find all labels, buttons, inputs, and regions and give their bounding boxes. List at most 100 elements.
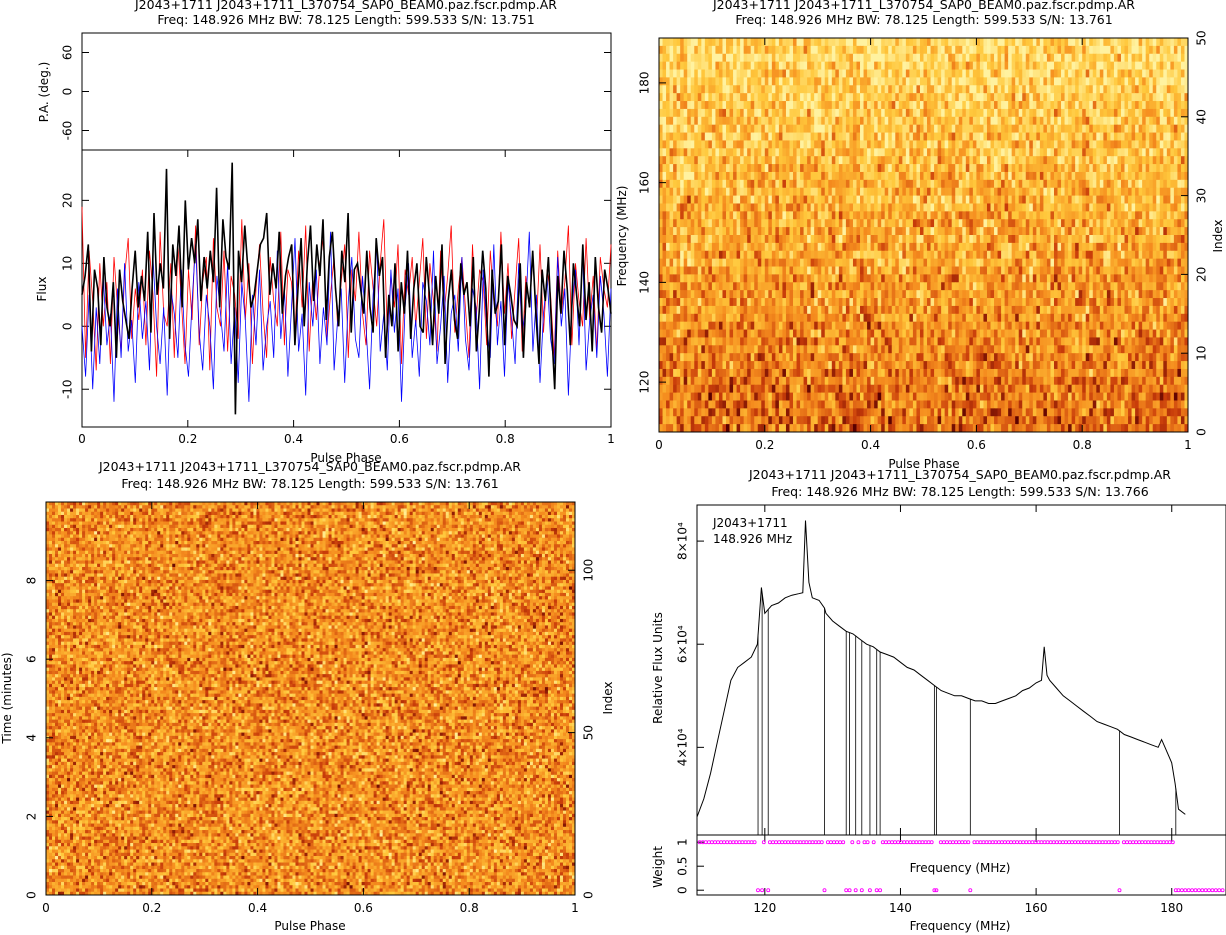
- freqphase-cell: [839, 38, 843, 46]
- freqphase-cell: [825, 243, 829, 251]
- freqphase-cell: [691, 101, 695, 109]
- freqphase-cell: [994, 62, 998, 70]
- freqphase-cell: [825, 274, 829, 282]
- freqphase-cell: [673, 267, 677, 275]
- freqphase-cell: [966, 54, 970, 62]
- freqphase-cell: [1121, 243, 1125, 251]
- freqphase-cell: [680, 85, 684, 93]
- freqphase-cell: [705, 93, 709, 101]
- freqphase-cell: [1135, 54, 1139, 62]
- freqphase-cell: [772, 235, 776, 243]
- freqphase-cell: [846, 211, 850, 219]
- freqphase-cell: [1103, 125, 1107, 133]
- freqphase-cell: [1019, 140, 1023, 148]
- freqphase-cell: [1022, 148, 1026, 156]
- freqphase-cell: [1061, 172, 1065, 180]
- freqphase-cell: [1058, 38, 1062, 46]
- freqphase-cell: [670, 38, 674, 46]
- freqphase-cell: [673, 164, 677, 172]
- freqphase-cell: [804, 77, 808, 85]
- freqphase-cell: [1160, 62, 1164, 70]
- freqphase-cell: [1146, 156, 1150, 164]
- freqphase-cell: [867, 196, 871, 204]
- freqphase-cell: [874, 125, 878, 133]
- freqphase-cell: [663, 172, 667, 180]
- freqphase-cell: [814, 54, 818, 62]
- freqphase-cell: [754, 70, 758, 78]
- freqphase-cell: [1163, 235, 1167, 243]
- freqphase-cell: [797, 243, 801, 251]
- freqphase-cell: [1096, 77, 1100, 85]
- freqphase-cell: [1160, 148, 1164, 156]
- freqphase-cell: [726, 148, 730, 156]
- freqphase-cell: [1170, 243, 1174, 251]
- freqphase-cell: [726, 117, 730, 125]
- freqphase-cell: [1146, 211, 1150, 219]
- freqphase-cell: [1033, 38, 1037, 46]
- freqphase-cell: [1093, 140, 1097, 148]
- freqphase-cell: [740, 180, 744, 188]
- freqphase-cell: [1061, 188, 1065, 196]
- freqphase-cell: [708, 211, 712, 219]
- freqphase-cell: [902, 172, 906, 180]
- freqphase-cell: [952, 196, 956, 204]
- freqphase-cell: [828, 156, 832, 164]
- freqphase-cell: [1008, 140, 1012, 148]
- freqphase-cell: [821, 140, 825, 148]
- freqphase-cell: [1149, 109, 1153, 117]
- freqphase-cell: [1047, 133, 1051, 141]
- freqphase-cell: [789, 203, 793, 211]
- freqphase-cell: [973, 148, 977, 156]
- freqphase-cell: [832, 101, 836, 109]
- freqphase-cell: [687, 267, 691, 275]
- profile-series: [82, 163, 611, 415]
- freqphase-cell: [1054, 282, 1058, 290]
- freqphase-cell: [818, 259, 822, 267]
- freqphase-cell: [934, 62, 938, 70]
- freqphase-cell: [818, 38, 822, 46]
- freqphase-cell: [1054, 164, 1058, 172]
- freqphase-cell: [916, 274, 920, 282]
- freqphase-cell: [867, 211, 871, 219]
- freqphase-cell: [892, 243, 896, 251]
- freqphase-cell: [948, 267, 952, 275]
- freqphase-cell: [1079, 219, 1083, 227]
- freqphase-cell: [920, 235, 924, 243]
- freqphase-cell: [715, 156, 719, 164]
- freqphase-cell: [1135, 188, 1139, 196]
- freqphase-cell: [959, 203, 963, 211]
- freqphase-cell: [955, 156, 959, 164]
- freqphase-cell: [733, 267, 737, 275]
- freqphase-cell: [1005, 267, 1009, 275]
- freqphase-cell: [666, 85, 670, 93]
- freqphase-cell: [916, 196, 920, 204]
- freqphase-cell: [1082, 148, 1086, 156]
- profile-title-line1: J2043+1711 J2043+1711_L370754_SAP0_BEAM0…: [134, 0, 557, 12]
- freqphase-cell: [821, 148, 825, 156]
- freqphase-cell: [1005, 282, 1009, 290]
- freqphase-cell: [1093, 211, 1097, 219]
- freqphase-cell: [885, 227, 889, 235]
- freqphase-cell: [1167, 117, 1171, 125]
- freqphase-cell: [811, 219, 815, 227]
- freqphase-cell: [1153, 259, 1157, 267]
- freqphase-cell: [825, 180, 829, 188]
- freqphase-cell: [998, 164, 1002, 172]
- freqphase-cell: [945, 93, 949, 101]
- freqphase-cell: [1019, 172, 1023, 180]
- freqphase-cell: [938, 117, 942, 125]
- freqphase-cell: [719, 77, 723, 85]
- freqphase-cell: [906, 77, 910, 85]
- freqphase-cell: [1177, 38, 1181, 46]
- freqphase-cell: [726, 85, 730, 93]
- freqphase-cell: [1128, 219, 1132, 227]
- freqphase-cell: [902, 251, 906, 259]
- freqphase-cell: [846, 93, 850, 101]
- freqphase-cell: [733, 101, 737, 109]
- freqphase-cell: [867, 156, 871, 164]
- freqphase-cell: [1086, 93, 1090, 101]
- freqphase-cell: [874, 259, 878, 267]
- freqphase-cell: [687, 219, 691, 227]
- freqphase-cell: [1121, 235, 1125, 243]
- freqphase-cell: [938, 196, 942, 204]
